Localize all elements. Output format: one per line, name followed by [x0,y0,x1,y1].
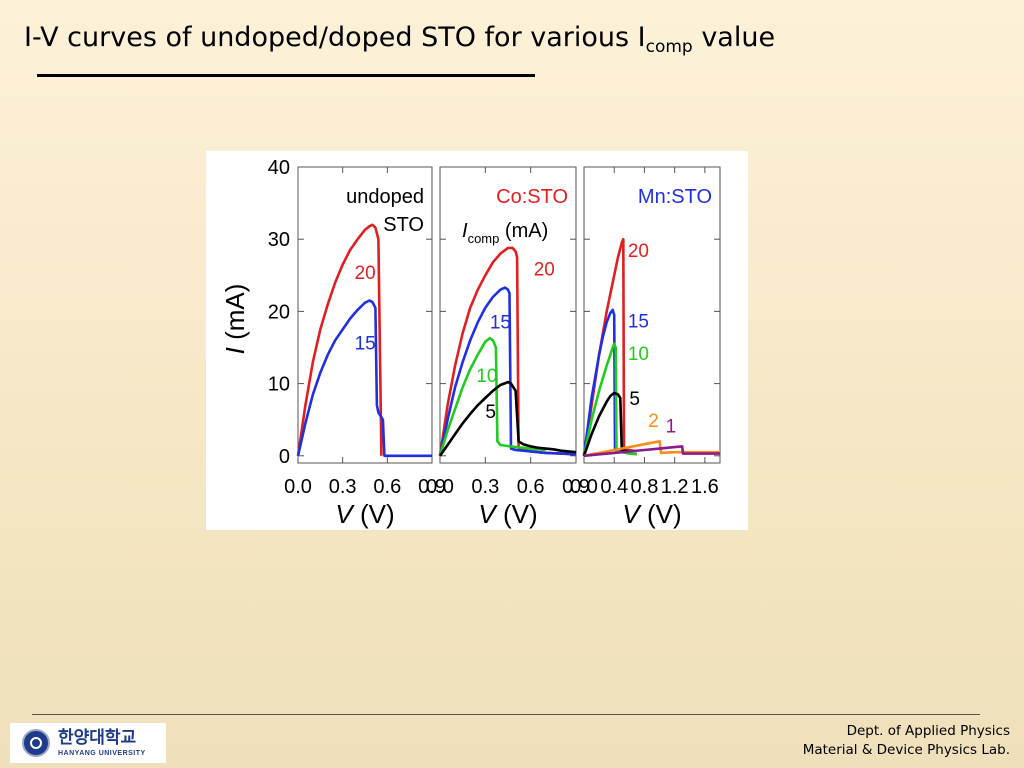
series-line-15 [296,299,432,458]
icomp-annotation: Icomp (mA) [462,220,548,246]
university-seal-icon [22,729,50,757]
x-tick-label: 1.6 [691,476,719,498]
x-tick-label: 0.0 [426,476,454,498]
logo-text-korean: 한양대학교 [58,727,137,748]
logo-text-english: HANYANG UNIVERSITY [58,749,146,757]
series-line-5 [582,391,630,457]
x-tick-label: 1.2 [661,476,689,498]
y-tick-label: 30 [268,229,290,251]
logo-text: 한양대학교 HANYANG UNIVERSITY [58,727,146,757]
x-axis-label: V (V) [478,499,537,529]
series-line-15 [438,286,577,457]
series-label-20: 20 [628,241,649,262]
panel-title-line: Mn:STO [638,186,712,208]
y-tick-label: 20 [268,301,290,323]
y-tick-label: 0 [279,446,290,468]
x-tick-label: 0.9 [418,476,446,498]
series-label-20: 20 [534,259,555,280]
x-tick-label: 0.9 [562,476,590,498]
series-label-15: 15 [628,311,649,332]
footer-divider [32,714,980,715]
series-label-15: 15 [490,313,511,334]
x-tick-label: 0.6 [373,476,401,498]
footer-credits: Dept. of Applied Physics Material & Devi… [803,722,1010,760]
x-tick-label: 0.0 [284,476,312,498]
series-label-2: 2 [648,411,659,432]
panel-title-line: Co:STO [496,186,568,208]
series-line-5 [438,380,577,457]
title-main: I-V curves of undoped/doped STO for vari… [24,22,646,53]
title-end: value [692,22,776,53]
panel-title-line: STO [383,214,424,236]
university-logo: 한양대학교 HANYANG UNIVERSITY [10,723,166,763]
series-label-10: 10 [476,366,497,387]
series-label-5: 5 [629,389,640,410]
x-tick-label: 0.3 [329,476,357,498]
series-label-10: 10 [628,344,649,365]
series-line-20 [296,223,383,456]
series-label-1: 1 [666,417,677,438]
x-tick-label: 0.4 [600,476,628,498]
panel-2: 0.0 0.3 0.6 0.9 V (V) 20 15 10 5 Co:STO Icomp (mA) [426,166,590,529]
series-line-2 [583,439,720,458]
title-subscript: comp [645,37,693,57]
x-axis-label: V (V) [622,499,681,529]
x-tick-label: 0.6 [517,476,545,498]
panel-3: 0.0 0.4 0.8 1.2 1.6 V (V) 20 15 10 52 1 Mn:STO [570,166,721,529]
series-line-10 [438,336,546,457]
iv-figure: 0 10 20 30 40 0.0 0.3 0.6 0.9 V (V) I (mA) 20 15 undo… [206,151,748,530]
x-tick-label: 0.8 [631,476,659,498]
y-axis-label: I (mA) [220,284,250,355]
series-label-5: 5 [485,402,496,423]
series-label-20: 20 [355,263,376,284]
panel-title-line: undoped [346,186,424,208]
y-tick-label: 40 [268,157,290,179]
footer-department: Dept. of Applied Physics [846,723,1010,739]
series-label-15: 15 [355,334,376,355]
x-tick-label: 0.0 [570,476,598,498]
y-tick-label: 10 [268,374,290,396]
series-line-1 [583,445,720,458]
panel-frame [439,166,577,464]
slide-title: I-V curves of undoped/doped STO for vari… [24,22,776,56]
title-underline [37,74,535,77]
footer-lab: Material & Device Physics Lab. [802,742,1010,758]
x-tick-label: 0.3 [471,476,499,498]
panel-1: 0 10 20 30 40 0.0 0.3 0.6 0.9 V (V) I (mA) 20 15 undo… [220,157,446,529]
panel-frame [297,166,433,464]
x-axis-label: V (V) [335,499,394,529]
